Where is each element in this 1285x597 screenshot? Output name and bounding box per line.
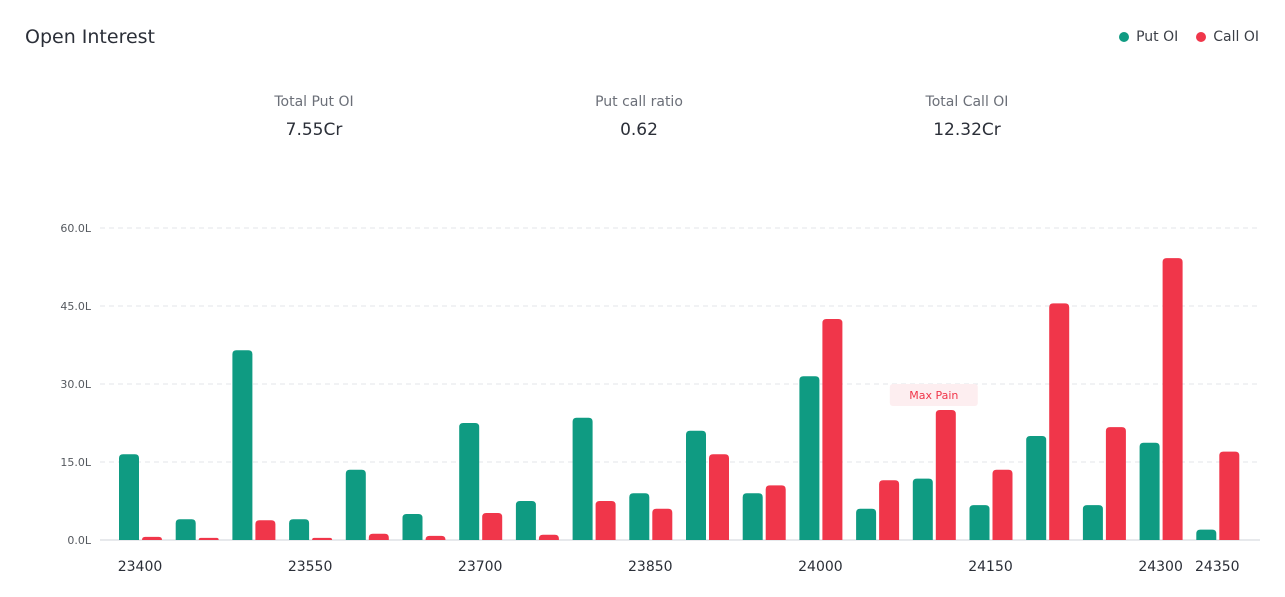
y-tick-label: 30.0L xyxy=(60,378,91,391)
call-oi-bar[interactable] xyxy=(142,536,162,540)
put-oi-bar[interactable] xyxy=(742,493,763,540)
stat-put-call-ratio: Put call ratio 0.62 xyxy=(529,94,749,140)
call-oi-bar[interactable] xyxy=(822,319,843,540)
put-oi-bar[interactable] xyxy=(1139,442,1160,540)
call-oi-bar[interactable] xyxy=(368,533,389,540)
put-oi-bar[interactable] xyxy=(515,501,536,540)
put-legend-dot-icon xyxy=(1119,32,1130,42)
chart-title: Open Interest xyxy=(25,26,156,48)
call-oi-bar[interactable] xyxy=(1049,303,1070,540)
legend-item-put[interactable]: Put OI xyxy=(1119,29,1178,45)
put-oi-bar[interactable] xyxy=(572,417,593,540)
call-legend-dot-icon xyxy=(1196,32,1207,42)
put-oi-bar[interactable] xyxy=(686,430,706,540)
call-oi-bar[interactable] xyxy=(255,520,276,540)
legend-item-call[interactable]: Call OI xyxy=(1196,29,1259,45)
call-oi-bar[interactable] xyxy=(1105,427,1126,540)
stat-total-put-oi: Total Put OI 7.55Cr xyxy=(204,94,424,140)
legend-label-call: Call OI xyxy=(1213,29,1259,45)
call-oi-bar[interactable] xyxy=(652,508,673,540)
put-oi-bar[interactable] xyxy=(402,514,423,540)
put-oi-bar[interactable] xyxy=(799,376,820,540)
y-tick-label: 0.0L xyxy=(67,534,91,547)
x-tick-label: 24150 xyxy=(968,559,1013,575)
call-oi-bar[interactable] xyxy=(935,410,956,540)
call-oi-bar[interactable] xyxy=(425,535,446,540)
call-oi-bar[interactable] xyxy=(482,512,503,540)
y-tick-label: 60.0L xyxy=(60,222,91,235)
x-tick-label: 23550 xyxy=(288,559,333,575)
stat-value-total-call-oi: 12.32Cr xyxy=(933,120,1001,140)
call-oi-bar[interactable] xyxy=(1162,258,1183,540)
max-pain-label: Max Pain xyxy=(909,389,958,402)
put-oi-bar[interactable] xyxy=(912,478,933,540)
max-pain-badge xyxy=(889,384,978,406)
x-tick-label: 24350 xyxy=(1195,559,1240,575)
x-tick-label: 24300 xyxy=(1138,559,1183,575)
put-oi-bar[interactable] xyxy=(345,469,366,540)
put-oi-bar[interactable] xyxy=(1196,529,1217,540)
call-oi-bar[interactable] xyxy=(879,480,900,540)
stat-total-call-oi: Total Call OI 12.32Cr xyxy=(857,94,1077,140)
put-oi-bar[interactable] xyxy=(1026,436,1047,540)
stat-value-put-call-ratio: 0.62 xyxy=(620,120,658,140)
call-oi-bar[interactable] xyxy=(992,469,1013,540)
call-oi-bar[interactable] xyxy=(198,537,219,540)
x-tick-label: 23850 xyxy=(628,559,673,575)
stat-label-total-call-oi: Total Call OI xyxy=(925,94,1009,110)
call-oi-bar[interactable] xyxy=(709,454,729,540)
put-oi-bar[interactable] xyxy=(175,519,196,540)
call-oi-bar[interactable] xyxy=(312,537,333,540)
legend: Put OI Call OI xyxy=(1119,29,1259,45)
put-oi-bar[interactable] xyxy=(629,493,650,540)
put-oi-bar[interactable] xyxy=(119,454,139,540)
put-oi-bar[interactable] xyxy=(232,350,253,540)
stat-label-total-put-oi: Total Put OI xyxy=(274,94,354,110)
y-tick-label: 45.0L xyxy=(60,300,91,313)
put-oi-bar[interactable] xyxy=(856,508,877,540)
put-oi-bar[interactable] xyxy=(289,519,310,540)
call-oi-bar[interactable] xyxy=(765,485,786,540)
stat-label-put-call-ratio: Put call ratio xyxy=(595,94,683,110)
put-oi-bar[interactable] xyxy=(1082,505,1103,540)
legend-label-put: Put OI xyxy=(1136,29,1179,45)
call-oi-bar[interactable] xyxy=(1219,451,1240,540)
call-oi-bar[interactable] xyxy=(595,501,616,540)
stat-value-total-put-oi: 7.55Cr xyxy=(285,120,343,140)
put-oi-bar[interactable] xyxy=(459,423,480,540)
call-oi-bar[interactable] xyxy=(538,534,559,540)
x-tick-label: 24000 xyxy=(798,559,843,575)
x-tick-label: 23700 xyxy=(458,559,503,575)
put-oi-bar[interactable] xyxy=(969,505,990,540)
x-tick-label: 23400 xyxy=(118,559,163,575)
y-tick-label: 15.0L xyxy=(60,456,91,469)
